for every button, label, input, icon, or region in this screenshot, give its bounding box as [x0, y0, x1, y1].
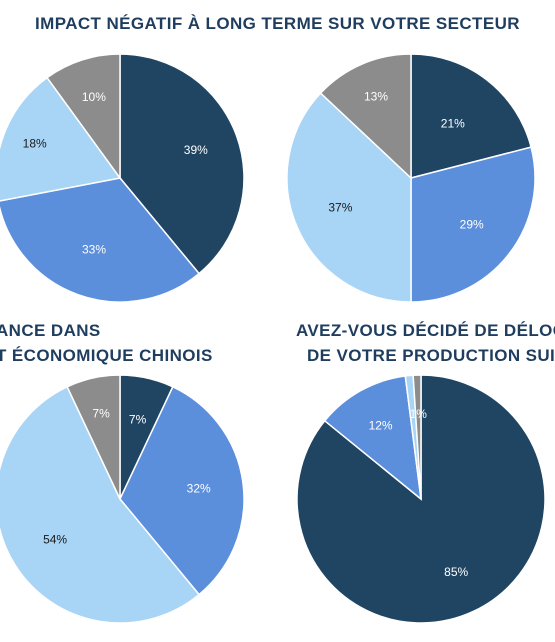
pie2-label-1: 21% [441, 116, 465, 130]
pie2-slice-2 [410, 146, 536, 303]
pie1-label-4: 10% [82, 90, 106, 104]
bottom-right-title-line1: AVEZ-VOUS DÉCIDÉ DE DÉLOCA [296, 321, 555, 340]
top-chart-title: IMPACT NÉGATIF À LONG TERME SUR VOTRE SE… [35, 14, 520, 33]
pie1-label-1: 39% [184, 143, 208, 157]
pie-chart-3: 7% 32% 54% 7% [0, 374, 245, 624]
pie2-slice-3 [286, 92, 412, 303]
pie1-slice-3 [0, 76, 122, 202]
pie1-slice-4 [46, 53, 121, 181]
pie3-label-1: 7% [129, 412, 147, 426]
bottom-left-title-line1: ANCE DANS [0, 321, 101, 340]
pie4-slice-1 [296, 374, 546, 624]
pie1-slice-1 [119, 53, 245, 275]
pie1-label-3: 18% [23, 136, 47, 150]
pie3-label-4: 7% [92, 406, 110, 420]
pie4-slice-4 [412, 374, 422, 500]
pie3-slice-3 [0, 385, 201, 624]
pie2-slice-1 [410, 53, 533, 179]
pie2-slice-4 [319, 53, 412, 180]
pie-chart-2: 21% 29% 37% 13% [286, 53, 536, 303]
pie2-label-2: 29% [460, 217, 484, 231]
pie3-slice-2 [119, 385, 245, 596]
pie3-label-3: 54% [43, 532, 67, 546]
bottom-left-title-line2: T ÉCONOMIQUE CHINOIS [0, 346, 213, 365]
pie-chart-4: 85% 12% 1% [296, 374, 546, 624]
pie4-label-1: 85% [444, 565, 468, 579]
pie4-slice-2 [323, 375, 422, 501]
pie3-slice-4 [66, 374, 121, 500]
pie4-label-4: 1% [410, 407, 428, 421]
pie2-label-3: 37% [328, 201, 352, 215]
pie1-label-2: 33% [82, 242, 106, 256]
pie-chart-1: 39% 33% 18% 10% [0, 53, 245, 303]
bottom-right-title-line2: DE VOTRE PRODUCTION SUIT [307, 346, 555, 365]
pie3-label-2: 32% [187, 481, 211, 495]
pie2-label-4: 13% [364, 89, 388, 103]
pie1-slice-2 [0, 177, 201, 303]
pie4-label-2: 12% [369, 419, 393, 433]
